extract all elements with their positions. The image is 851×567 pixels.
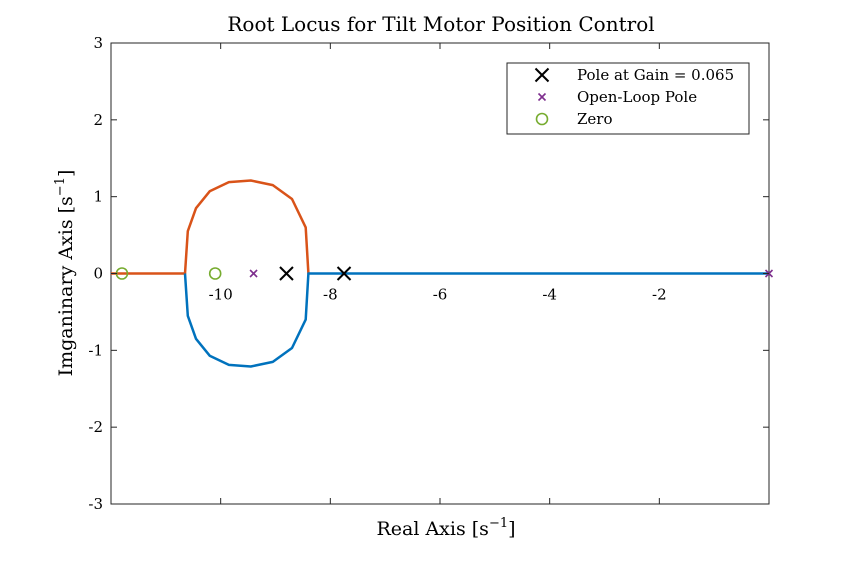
pole-at-gain-0-065-marker-2 bbox=[336, 266, 352, 281]
legend-entry-pole-at-gain-0-065: Pole at Gain = 0.065 bbox=[534, 66, 734, 84]
x-tick-label: -2 bbox=[652, 286, 667, 304]
y-tick-label: -1 bbox=[88, 341, 103, 359]
x-axis-label: Real Axis [s−1] bbox=[376, 516, 515, 540]
x-axis-label-bracket: ] bbox=[508, 518, 515, 540]
legend-marker-open-loop-pole bbox=[537, 92, 547, 102]
y-axis-label-exponent: −1 bbox=[53, 177, 68, 196]
x-axis-label-exponent: −1 bbox=[489, 516, 508, 531]
y-tick-label: 3 bbox=[93, 34, 103, 52]
y-tick-label: 0 bbox=[93, 265, 103, 283]
locus-branch-1 bbox=[111, 179, 310, 275]
locus-branches bbox=[111, 179, 769, 368]
zero-marker-2 bbox=[208, 267, 222, 280]
locus-branch-2 bbox=[183, 272, 769, 368]
y-tick-label: 1 bbox=[93, 188, 103, 206]
y-tick-label: -2 bbox=[88, 418, 103, 436]
legend-entry-zero: Zero bbox=[535, 110, 613, 128]
legend-marker-zero bbox=[535, 112, 549, 126]
x-axis-label-text: Real Axis [s bbox=[376, 518, 488, 540]
legend-entry-open-loop-pole: Open-Loop Pole bbox=[537, 88, 697, 106]
y-axis-label-text: Imganinary Axis [s bbox=[55, 196, 77, 376]
y-tick-label: 2 bbox=[93, 111, 103, 129]
x-tick-label: -4 bbox=[542, 286, 557, 304]
x-tick-label: -10 bbox=[209, 286, 233, 304]
y-axis-label-bracket: ] bbox=[55, 170, 77, 177]
pole-at-gain-0-065-marker-1 bbox=[279, 266, 294, 281]
legend-label: Zero bbox=[577, 110, 613, 128]
legend: Pole at Gain = 0.065 Open-Loop Pole Zero bbox=[506, 62, 750, 135]
y-tick-label: -3 bbox=[88, 495, 103, 513]
x-tick-label: -6 bbox=[433, 286, 448, 304]
axis-ticks: -10 -8 -6 -4 -2 3 2 1 0 -1 -2 -3 bbox=[88, 34, 769, 513]
legend-label: Open-Loop Pole bbox=[577, 88, 697, 106]
open-loop-pole-marker-1 bbox=[249, 269, 258, 278]
y-axis-label: Imganinary Axis [s−1] bbox=[53, 170, 77, 377]
x-tick-label: -8 bbox=[323, 286, 338, 304]
legend-marker-pole-at-gain-0-065 bbox=[534, 67, 550, 83]
legend-entries: Pole at Gain = 0.065 Open-Loop Pole Zero bbox=[534, 66, 734, 128]
chart-title: Root Locus for Tilt Motor Position Contr… bbox=[227, 12, 654, 36]
legend-label: Pole at Gain = 0.065 bbox=[577, 66, 734, 84]
